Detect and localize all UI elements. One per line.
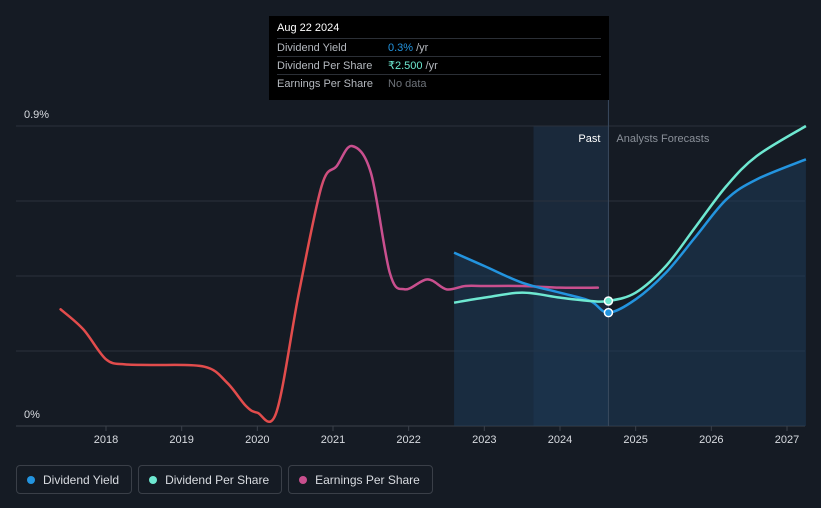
legend-label: Dividend Per Share [165,472,270,487]
dividend-per-share-marker [603,296,614,306]
dividend-yield-area [454,159,806,427]
past-label: Past [578,133,600,145]
x-tick-label: 2020 [245,434,269,446]
chart-tooltip: Aug 22 2024 Dividend Yield 0.3% /yr Divi… [269,16,609,100]
forecast-label: Analysts Forecasts [616,133,709,145]
tooltip-unit: /yr [425,59,438,72]
legend-dividend-per-share[interactable]: Dividend Per Share [138,465,283,494]
legend-dividend-yield[interactable]: Dividend Yield [16,465,133,494]
x-tick-label: 2019 [169,434,193,446]
tooltip-row-earnings-per-share: Earnings Per Share No data [277,74,601,92]
y-tick-label-top: 0.9% [24,109,49,121]
tooltip-row-dividend-yield: Dividend Yield 0.3% /yr [277,38,601,56]
x-tick-label: 2027 [775,434,799,446]
tooltip-value: 0.3% [388,41,414,54]
tooltip-label: Earnings Per Share [277,77,373,90]
x-tick-label: 2024 [548,434,572,446]
tooltip-date: Aug 22 2024 [277,22,340,34]
tooltip-unit: /yr [416,41,429,54]
x-tick-label: 2025 [623,434,647,446]
legend-label: Dividend Yield [43,472,120,487]
x-tick-label: 2018 [94,434,118,446]
x-tick-label: 2023 [472,434,496,446]
x-tick-label: 2021 [321,434,345,446]
legend-label: Earnings Per Share [315,472,420,487]
legend-earnings-per-share[interactable]: Earnings Per Share [288,465,433,494]
tooltip-label: Dividend Per Share [277,59,373,72]
tooltip-row-dividend-per-share: Dividend Per Share ₹2.500 /yr [277,56,601,74]
earnings-per-share-line [59,144,600,423]
tooltip-label: Dividend Yield [277,41,347,54]
dividend-yield-marker [603,307,614,318]
tooltip-value: ₹2.500 [388,60,423,72]
x-tick-label: 2026 [699,434,723,446]
dividend-yield-line [453,158,807,314]
chart-legend: Dividend Yield Dividend Per Share Earnin… [16,465,433,494]
dividend-yield-dot-icon [27,475,35,484]
y-tick-label-bottom: 0% [24,409,40,421]
dividend-per-share-dot-icon [149,475,158,484]
tooltip-value: No data [388,77,427,90]
earnings-per-share-dot-icon [299,475,308,484]
dividend-per-share-line [453,124,807,304]
x-tick-label: 2022 [396,434,420,446]
